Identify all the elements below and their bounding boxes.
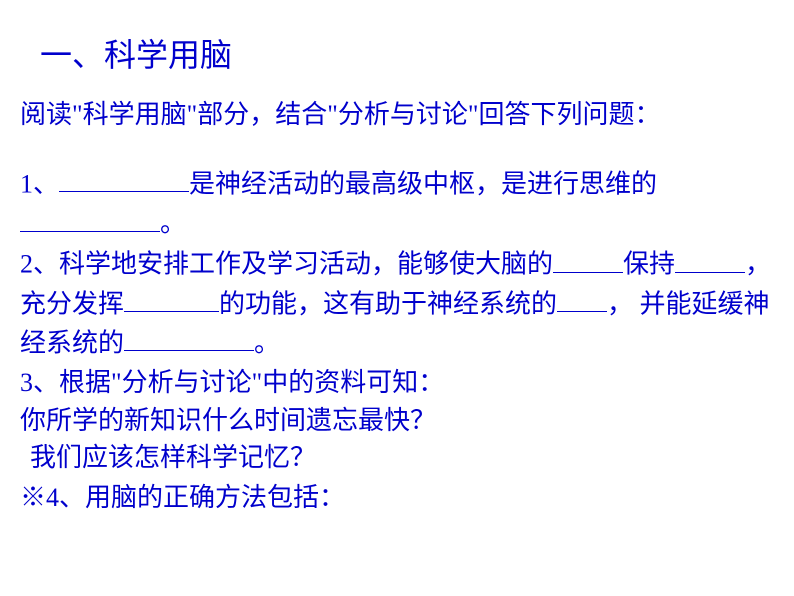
blank-field: [553, 244, 623, 273]
q3-line3: 我们应该怎样科学记忆？: [30, 439, 774, 477]
blank-field: [675, 244, 745, 273]
content-area: 阅读"科学用脑"部分，结合"分析与讨论"回答下列问题： 1、 是神经活动的最高级中…: [20, 96, 774, 517]
blank-field: [124, 323, 254, 352]
blank-field: [557, 284, 607, 313]
q2-text2: 保持: [623, 250, 675, 279]
question-2: 2、科学地安排工作及学习活动，能够使大脑的保持，充分发挥的功能，这有助于神经系统…: [20, 244, 774, 362]
blank-field: [59, 164, 189, 193]
section-title: 一、科学用脑: [40, 30, 774, 76]
q1-end: 。: [160, 209, 186, 238]
q2-text4: 的功能，这有助于神经系统的: [219, 289, 557, 318]
q1-text1: 是神经活动的最高级中枢，是进行思维的: [189, 169, 657, 198]
q2-text1: 2、科学地安排工作及学习活动，能够使大脑的: [20, 250, 553, 279]
q3-line2: 你所学的新知识什么时间遗忘最快？: [20, 402, 774, 440]
intro-text: 阅读"科学用脑"部分，结合"分析与讨论"回答下列问题：: [20, 96, 774, 134]
q2-end: 。: [254, 328, 280, 357]
question-1: 1、 是神经活动的最高级中枢，是进行思维的。: [20, 164, 774, 243]
q1-prefix: 1、: [20, 169, 59, 198]
blank-field: [20, 203, 160, 232]
question-4: ※4、用脑的正确方法包括：: [20, 479, 774, 517]
blank-field: [124, 284, 219, 313]
q3-line1: 3、根据"分析与讨论"中的资料可知：: [20, 364, 774, 402]
question-3: 3、根据"分析与讨论"中的资料可知： 你所学的新知识什么时间遗忘最快？ 我们应该…: [20, 364, 774, 477]
